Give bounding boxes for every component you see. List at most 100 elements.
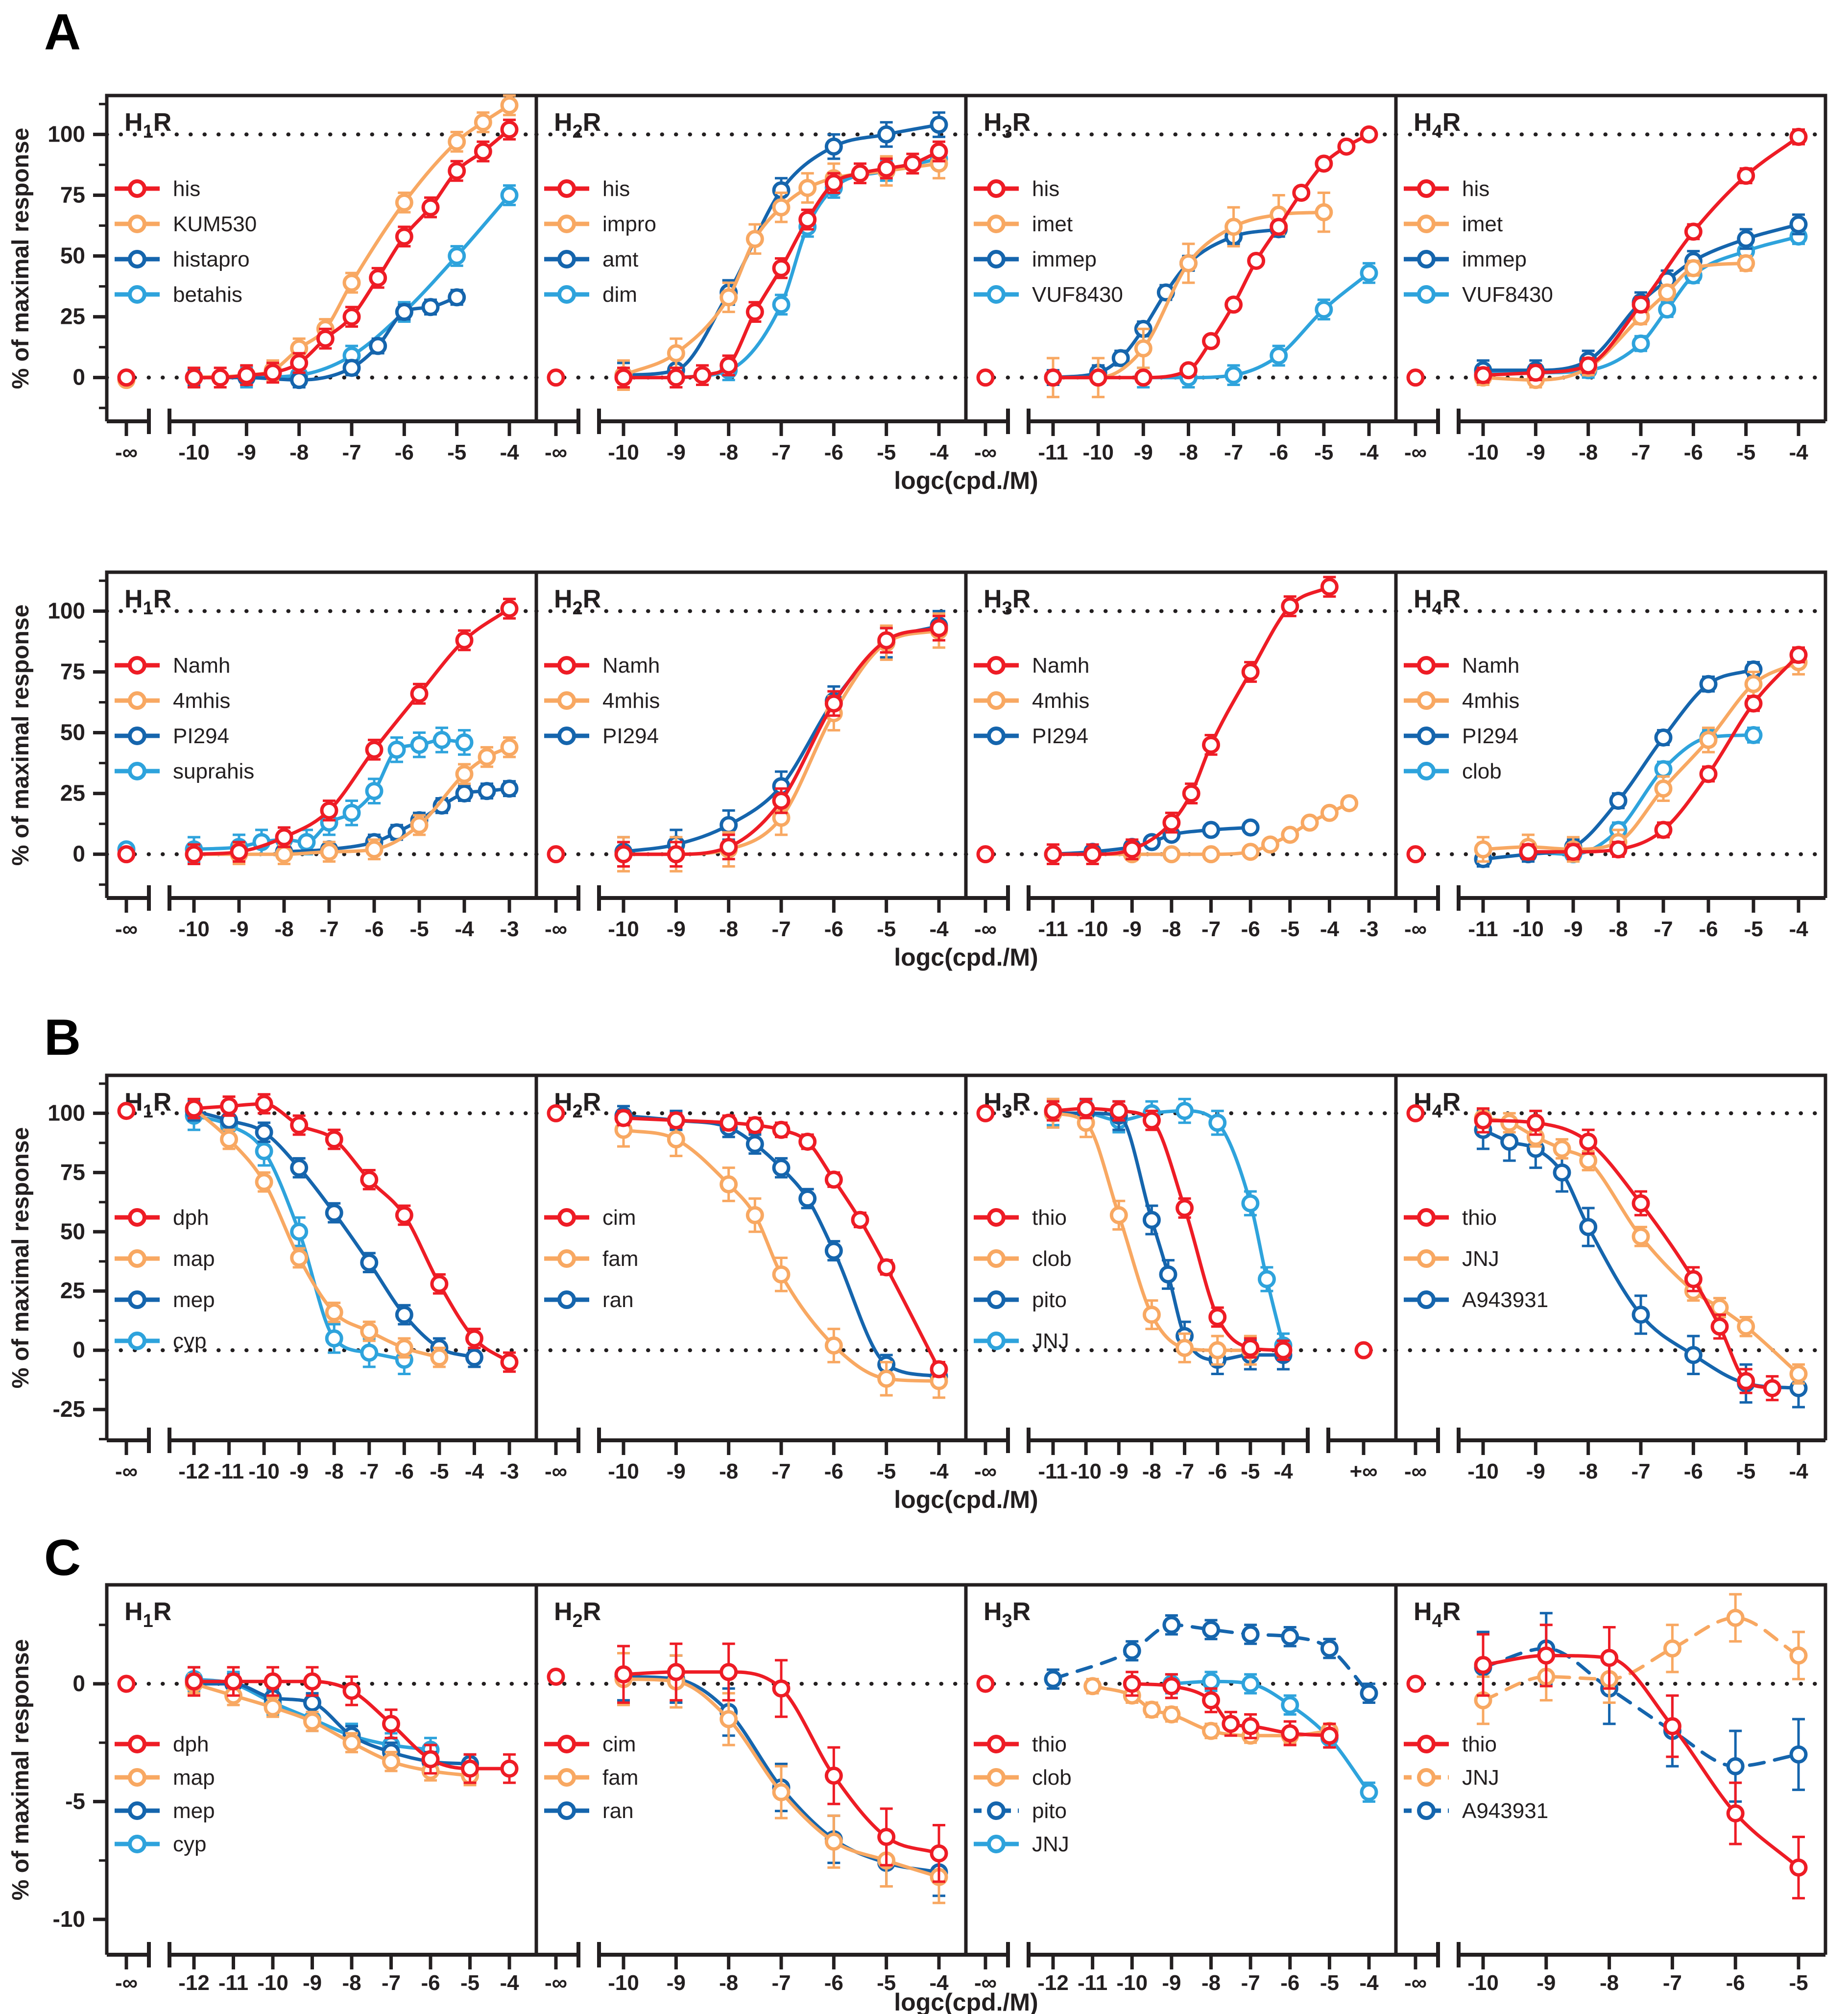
subplot-title: H4R <box>1414 108 1461 142</box>
x-tick-label: -7 <box>1631 1459 1650 1483</box>
x-tick-label: -6 <box>824 917 843 941</box>
x-tick-neg-inf: -∞ <box>1404 1971 1427 1995</box>
x-tick-label: -4 <box>929 1459 949 1483</box>
data-point <box>1300 813 1319 832</box>
legend-marker-circle <box>987 1801 1006 1820</box>
data-point <box>465 1348 483 1367</box>
data-point <box>720 1175 738 1194</box>
x-tick-label: -5 <box>447 440 466 464</box>
x-tick-label: -7 <box>1241 1971 1260 1995</box>
series-his <box>976 125 1378 387</box>
data-point <box>360 1253 379 1272</box>
data-point <box>500 120 519 139</box>
data-point <box>1202 332 1220 350</box>
data-point <box>877 1828 896 1846</box>
subplot-H4R: -∞ -11 -10 -9 -8 -7 -6 -5 -4 H4R Namh 4mhis PI294 clo… <box>1394 570 1827 941</box>
data-point <box>432 730 451 749</box>
data-point-neg-inf <box>547 1668 565 1686</box>
data-point <box>824 1336 843 1355</box>
data-point <box>255 1173 273 1191</box>
data-point-neg-inf <box>976 845 995 864</box>
data-point <box>448 247 466 266</box>
x-tick-label: -8 <box>325 1459 344 1483</box>
data-point <box>1320 1726 1339 1745</box>
x-tick-label: -4 <box>1359 1971 1379 1995</box>
series-thio <box>976 1097 1373 1361</box>
data-point <box>772 1265 791 1284</box>
x-tick-label: -9 <box>1536 1971 1556 1995</box>
x-tick-label: -8 <box>342 1971 361 1995</box>
data-point <box>824 694 843 713</box>
legend-label: thio <box>1462 1206 1497 1230</box>
x-tick-neg-inf: -∞ <box>974 1971 997 1995</box>
data-point <box>1684 1346 1703 1364</box>
data-point <box>1632 1194 1650 1213</box>
data-point <box>1553 1140 1571 1158</box>
series-dph <box>117 1093 519 1373</box>
x-tick-label: -8 <box>719 440 738 464</box>
data-point <box>1789 1646 1808 1665</box>
data-point <box>1699 675 1718 693</box>
data-point <box>1553 1163 1571 1182</box>
legend-label: cyp <box>173 1832 206 1856</box>
legend-marker-circle <box>987 656 1006 675</box>
data-point <box>455 733 474 752</box>
x-tick-label: -4 <box>1789 1459 1808 1483</box>
legend: thio JNJ A943931 <box>1404 1732 1548 1823</box>
data-point <box>824 137 843 156</box>
x-tick-label: -6 <box>1280 1971 1299 1995</box>
data-point <box>500 1353 519 1371</box>
data-point <box>720 838 738 856</box>
y-tick-label: -5 <box>65 1788 85 1814</box>
x-tick-label: -4 <box>929 1971 949 1995</box>
data-point <box>798 1189 817 1208</box>
x-tick-label: -10 <box>1116 1971 1148 1995</box>
data-point <box>1134 339 1152 358</box>
x-tick-label: -11 <box>1038 1459 1068 1483</box>
data-point-plus-inf <box>1354 1341 1373 1359</box>
legend-label: clob <box>1032 1766 1072 1790</box>
x-tick-label: -5 <box>1280 917 1299 941</box>
data-point <box>1737 254 1755 272</box>
legend-marker-circle <box>557 1735 576 1753</box>
x-tick-label: -9 <box>1109 1459 1128 1483</box>
subplot-H1R: -∞ -10 -9 -8 -7 -6 -5 -4 -3 H1R Namh 4mhis PI294 supr… <box>105 570 538 941</box>
data-point <box>614 1109 633 1127</box>
data-point <box>1663 1639 1681 1658</box>
legend-marker-circle <box>128 1290 146 1309</box>
series-thio <box>976 1671 1339 1749</box>
data-point <box>474 142 492 161</box>
x-tick-neg-inf: -∞ <box>545 1459 567 1483</box>
data-point <box>877 1258 896 1277</box>
data-point <box>237 366 256 385</box>
series-JNJ <box>1474 1593 1808 1725</box>
data-point <box>1474 366 1492 385</box>
series-Namh <box>1406 646 1808 864</box>
row-A-0: % of maximal response 0 25 50 75 100 logc(cpd.… <box>8 94 1827 494</box>
legend: cim fam ran <box>544 1206 638 1312</box>
data-point <box>320 801 338 820</box>
x-tick-label: -6 <box>364 917 384 941</box>
legend-marker-circle <box>1417 285 1436 304</box>
data-point <box>720 1663 738 1681</box>
data-point <box>1241 843 1260 861</box>
data-point <box>745 1206 764 1224</box>
series-Namh <box>976 576 1339 866</box>
data-point <box>264 1672 282 1691</box>
legend-marker-circle <box>128 179 146 198</box>
series-his <box>1406 127 1808 387</box>
data-point <box>1320 803 1339 822</box>
x-tick-label: -5 <box>877 1459 896 1483</box>
data-point <box>1281 1696 1299 1714</box>
data-point <box>772 791 791 810</box>
data-point <box>211 368 230 387</box>
legend-label: thio <box>1032 1206 1067 1230</box>
data-point <box>500 779 519 798</box>
x-tick-label: -10 <box>1467 440 1499 464</box>
x-tick-label: -7 <box>342 440 361 464</box>
x-tick-label: -7 <box>771 1971 791 1995</box>
y-axis-label: % of maximal response <box>8 1127 34 1389</box>
y-tick-label: 75 <box>60 658 85 684</box>
data-point <box>1044 1102 1062 1120</box>
data-point <box>1261 835 1279 854</box>
